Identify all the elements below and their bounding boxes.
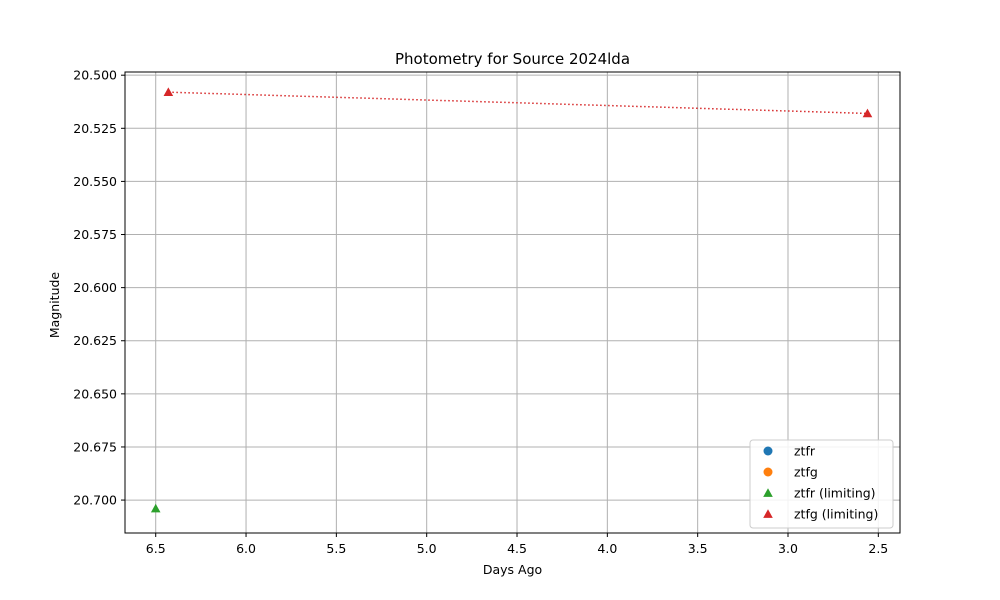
x-axis-label: Days Ago [483,562,542,577]
x-tick-label: 5.5 [326,541,346,556]
x-tick-label: 3.5 [688,541,708,556]
data-point [862,108,873,118]
y-tick-label: 20.700 [73,493,117,508]
data-point [163,87,174,97]
grid-lines [125,72,900,533]
y-tick-label: 20.675 [73,439,117,454]
x-tick-label: 2.5 [868,541,888,556]
legend-label: ztfg [794,465,818,480]
x-tick-label: 6.0 [236,541,256,556]
y-tick-label: 20.575 [73,227,117,242]
legend-marker [763,509,773,518]
data-series [150,87,873,513]
legend-label: ztfr [794,444,816,459]
data-point [150,503,161,513]
x-tick-label: 6.5 [146,541,166,556]
y-tick-label: 20.525 [73,121,117,136]
legend-label: ztfr (limiting) [794,486,876,501]
y-axis-label: Magnitude [47,272,62,339]
plot-frame [124,71,901,534]
series-line [168,91,868,115]
legend-marker [763,467,773,477]
x-tick-label: 4.5 [507,541,527,556]
axis-ticks: 6.5 6.0 5.5 5.0 4.5 4.0 3.5 3.0 2.5 20.500 20.525 2… [73,68,888,556]
legend-frame [749,439,894,529]
y-tick-label: 20.650 [73,386,117,401]
legend-marker [763,488,773,497]
y-tick-label: 20.600 [73,280,117,295]
y-tick-label: 20.550 [73,174,117,189]
legend: ztfr ztfg ztfr (limiting) ztfg (limiting) [749,439,894,529]
x-tick-label: 3.0 [778,541,798,556]
y-tick-label: 20.625 [73,333,117,348]
x-tick-label: 5.0 [417,541,437,556]
legend-label: ztfg (limiting) [794,507,878,522]
x-tick-label: 4.0 [597,541,617,556]
y-tick-label: 20.500 [73,68,117,83]
chart-title: Photometry for Source 2024lda [395,50,630,68]
legend-marker [763,446,773,456]
